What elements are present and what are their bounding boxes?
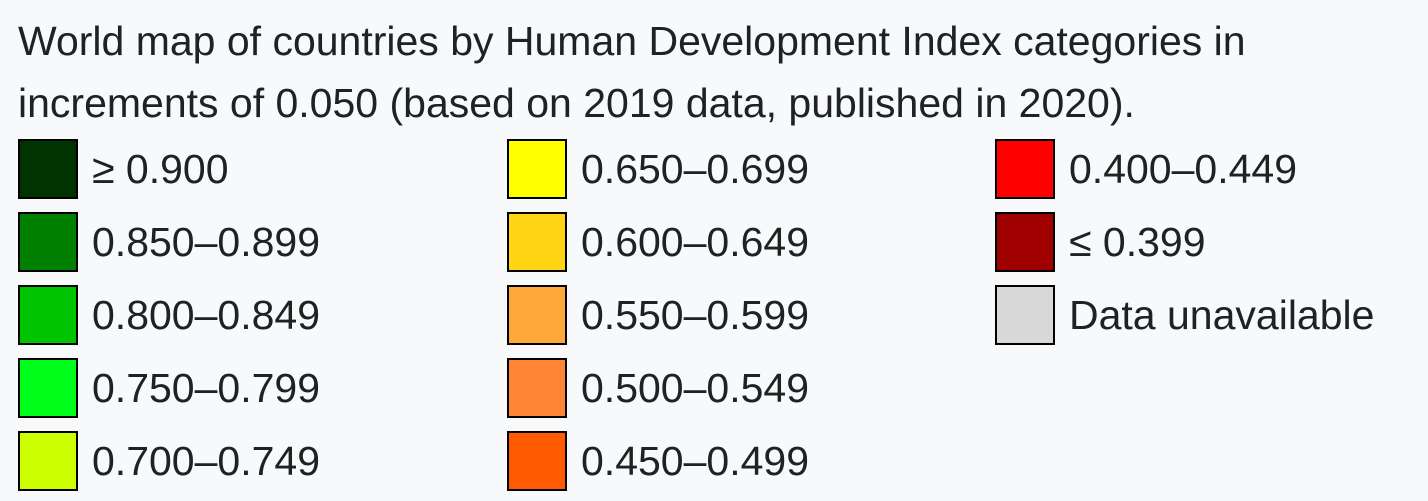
legend-item-le-0399: ≤ 0.399 xyxy=(995,205,1374,278)
legend-label: 0.700–0.749 xyxy=(92,437,321,484)
legend-item-0850-0899: 0.850–0.899 xyxy=(18,205,320,278)
legend-label: 0.550–0.599 xyxy=(581,291,810,338)
color-swatch xyxy=(995,138,1055,199)
legend-label: 0.400–0.449 xyxy=(1069,145,1298,192)
map-caption: World map of countries by Human Developm… xyxy=(18,18,1246,126)
legend-column-3: 0.400–0.449 ≤ 0.399 Data unavailable xyxy=(995,132,1374,351)
legend-item-0500-0549: 0.500–0.549 xyxy=(507,351,809,424)
legend-label: Data unavailable xyxy=(1069,291,1375,338)
legend-label: 0.750–0.799 xyxy=(92,364,321,411)
color-swatch xyxy=(507,211,567,272)
color-swatch xyxy=(18,284,78,345)
color-swatch xyxy=(507,430,567,491)
color-swatch xyxy=(18,430,78,491)
legend-item-0400-0449: 0.400–0.449 xyxy=(995,132,1374,205)
legend-item-0600-0649: 0.600–0.649 xyxy=(507,205,809,278)
legend-item-ge-0900: ≥ 0.900 xyxy=(18,132,320,205)
color-swatch xyxy=(995,284,1055,345)
legend-item-0650-0699: 0.650–0.699 xyxy=(507,132,809,205)
legend-item-0550-0599: 0.550–0.599 xyxy=(507,278,809,351)
legend-label: 0.650–0.699 xyxy=(581,145,810,192)
hdi-legend: ≥ 0.900 0.850–0.899 0.800–0.849 0.750–0.… xyxy=(18,132,1428,492)
legend-item-0700-0749: 0.700–0.749 xyxy=(18,424,320,497)
legend-label: ≥ 0.900 xyxy=(92,145,229,192)
legend-item-0800-0849: 0.800–0.849 xyxy=(18,278,320,351)
color-swatch xyxy=(18,357,78,418)
legend-label: 0.500–0.549 xyxy=(581,364,810,411)
legend-label: 0.600–0.649 xyxy=(581,218,810,265)
color-swatch xyxy=(18,211,78,272)
legend-item-0750-0799: 0.750–0.799 xyxy=(18,351,320,424)
legend-column-2: 0.650–0.699 0.600–0.649 0.550–0.599 0.50… xyxy=(507,132,809,497)
legend-label: 0.450–0.499 xyxy=(581,437,810,484)
legend-column-1: ≥ 0.900 0.850–0.899 0.800–0.849 0.750–0.… xyxy=(18,132,320,497)
legend-label: 0.800–0.849 xyxy=(92,291,321,338)
color-swatch xyxy=(507,138,567,199)
color-swatch xyxy=(995,211,1055,272)
color-swatch xyxy=(18,138,78,199)
legend-item-0450-0499: 0.450–0.499 xyxy=(507,424,809,497)
color-swatch xyxy=(507,357,567,418)
legend-item-data-unavailable: Data unavailable xyxy=(995,278,1374,351)
color-swatch xyxy=(507,284,567,345)
legend-label: 0.850–0.899 xyxy=(92,218,321,265)
legend-label: ≤ 0.399 xyxy=(1069,218,1206,265)
